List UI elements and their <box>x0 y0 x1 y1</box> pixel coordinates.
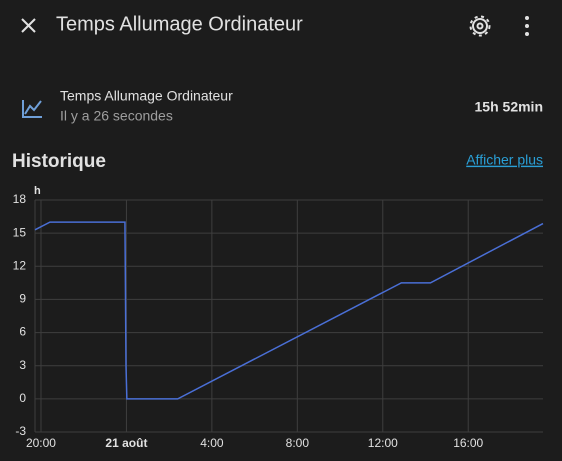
y-tick-label: 15 <box>13 225 27 239</box>
y-unit: h <box>34 185 41 197</box>
entity-name: Temps Allumage Ordinateur <box>60 88 233 104</box>
entity-icon <box>22 100 42 118</box>
entity-state: 15h 52min <box>475 99 543 115</box>
y-tick-label: 6 <box>19 325 26 339</box>
y-tick-label: 0 <box>19 391 26 405</box>
settings-button[interactable] <box>469 15 491 37</box>
x-tick-label: 4:00 <box>200 436 224 450</box>
close-button[interactable] <box>21 18 36 33</box>
y-tick-label: 18 <box>13 192 27 206</box>
dialog-title: Temps Allumage Ordinateur <box>56 13 303 35</box>
x-tick-label: 8:00 <box>286 436 310 450</box>
y-tick-label: 12 <box>13 258 27 272</box>
y-tick-label: -3 <box>15 424 26 438</box>
x-tick-label: 16:00 <box>453 436 483 450</box>
x-tick-label: 12:00 <box>368 436 398 450</box>
x-tick-label: 21 août <box>105 436 147 450</box>
y-tick-label: 3 <box>19 358 26 372</box>
data-line <box>34 221 544 400</box>
y-tick-label: 9 <box>19 292 26 306</box>
show-more-link[interactable]: Afficher plus <box>466 152 543 168</box>
history-title: Historique <box>12 151 106 172</box>
menu-button[interactable] <box>525 16 529 36</box>
last-changed: Il y a 26 secondes <box>60 108 173 124</box>
x-tick-label: 20:00 <box>26 436 56 450</box>
